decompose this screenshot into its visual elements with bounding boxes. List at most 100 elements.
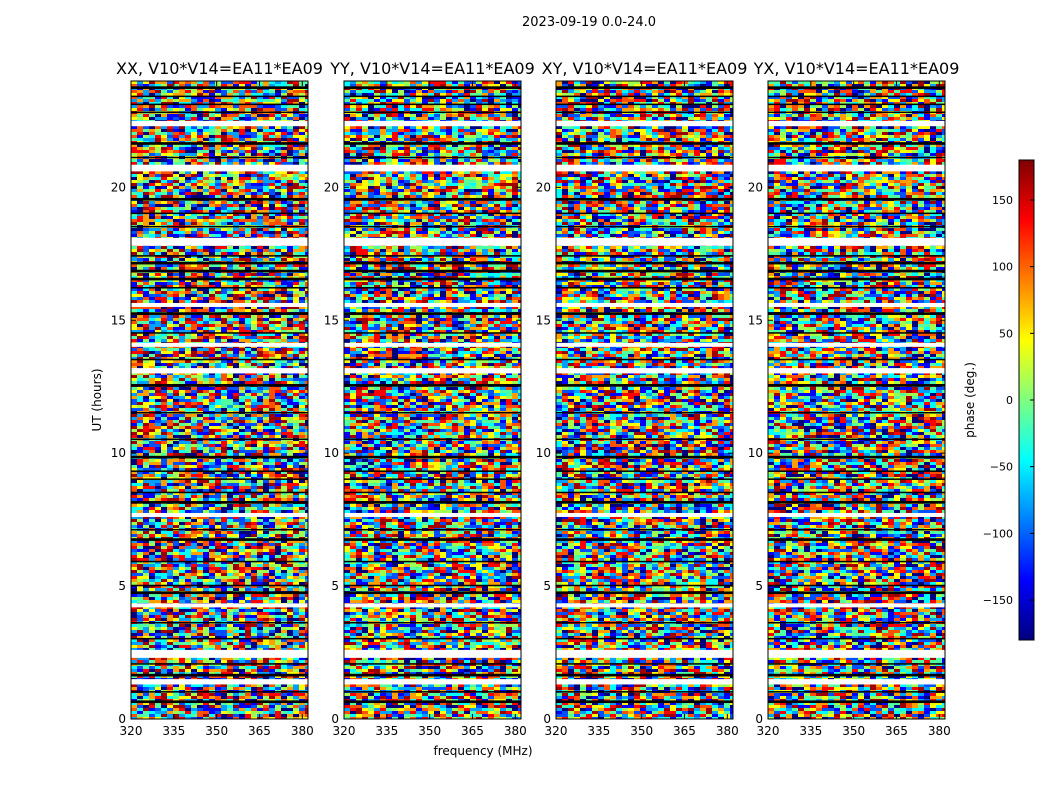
- flagged-row: [768, 103, 945, 106]
- x-tick-label: 320: [757, 724, 780, 738]
- blank-row: [768, 512, 945, 517]
- x-tick-label: 380: [716, 724, 739, 738]
- flagged-row: [131, 584, 308, 587]
- blank-row: [556, 237, 733, 246]
- flagged-row: [131, 332, 308, 334]
- flagged-row: [344, 538, 521, 541]
- flagged-row: [344, 528, 521, 531]
- flagged-row: [768, 358, 945, 361]
- flagged-row: [131, 591, 308, 595]
- blank-row: [768, 649, 945, 658]
- y-tick-label: 5: [118, 579, 126, 593]
- blank-row: [131, 164, 308, 172]
- blank-row: [131, 679, 308, 685]
- x-tick-label: 350: [418, 724, 441, 738]
- flagged-row: [344, 491, 521, 494]
- x-tick-label: 335: [587, 724, 610, 738]
- panel-xx: XX, V10*V14=EA11*EA09 320 335 350 365 380 0 5 10…: [111, 59, 323, 738]
- flagged-row: [556, 142, 733, 145]
- flagged-row: [344, 673, 521, 677]
- flagged-row: [556, 691, 733, 693]
- flagged-row: [556, 255, 733, 257]
- x-tick-label: 380: [928, 724, 951, 738]
- y-tick-label: 0: [118, 712, 126, 726]
- flagged-row: [556, 637, 733, 640]
- phase-noise-xy: [556, 81, 733, 719]
- colorbar-tick-label: 100: [992, 261, 1013, 274]
- flagged-row: [131, 663, 308, 665]
- flagged-row: [131, 142, 308, 145]
- y-axis-label: UT (hours): [90, 368, 104, 431]
- panel-title: XY, V10*V14=EA11*EA09: [542, 59, 748, 78]
- flagged-row: [131, 95, 308, 98]
- y-tick-label: 15: [748, 313, 763, 327]
- flagged-row: [768, 212, 945, 215]
- flagged-row: [768, 384, 945, 387]
- flagged-row: [556, 501, 733, 504]
- flagged-row: [344, 86, 521, 89]
- flagged-row: [556, 312, 733, 315]
- flagged-row: [131, 621, 308, 624]
- x-tick-label: 320: [120, 724, 143, 738]
- x-tick-label: 380: [504, 724, 527, 738]
- blank-row: [556, 512, 733, 517]
- flagged-row: [556, 332, 733, 334]
- blank-row: [768, 120, 945, 127]
- y-tick-label: 20: [111, 180, 126, 194]
- flagged-row: [131, 411, 308, 414]
- flagged-row: [768, 560, 945, 563]
- flagged-row: [556, 663, 733, 665]
- colorbar-tick-label: 150: [992, 194, 1013, 207]
- y-tick-label: 0: [331, 712, 339, 726]
- flagged-row: [768, 411, 945, 414]
- y-tick-label: 15: [536, 313, 551, 327]
- flagged-row: [344, 332, 521, 334]
- flagged-row: [556, 491, 733, 494]
- phase-noise-yx: [768, 81, 945, 719]
- figure-suptitle: 2023-09-19 0.0-24.0: [522, 15, 656, 30]
- flagged-row: [556, 212, 733, 215]
- blank-row: [768, 679, 945, 685]
- blank-row: [556, 649, 733, 658]
- flagged-row: [768, 538, 945, 541]
- x-tick-label: 365: [885, 724, 908, 738]
- y-tick-label: 15: [324, 313, 339, 327]
- phase-noise-yy: [344, 81, 521, 719]
- flagged-row: [344, 637, 521, 640]
- blank-row: [556, 164, 733, 172]
- x-tick-label: 335: [162, 724, 185, 738]
- colorbar-tick-label: −50: [990, 461, 1013, 474]
- flagged-row: [131, 212, 308, 215]
- flagged-row: [344, 470, 521, 472]
- flagged-row: [556, 560, 733, 563]
- blank-row: [344, 342, 521, 347]
- panel-xy: XY, V10*V14=EA11*EA09 320 335 350 365 380 0 5 10…: [536, 59, 748, 738]
- x-tick-label: 365: [673, 724, 696, 738]
- x-tick-label: 365: [248, 724, 271, 738]
- flagged-row: [556, 478, 733, 480]
- flagged-row: [131, 197, 308, 201]
- blank-row: [344, 237, 521, 246]
- flagged-row: [131, 312, 308, 315]
- flagged-row: [344, 501, 521, 504]
- flagged-row: [768, 156, 945, 159]
- blank-row: [344, 679, 521, 685]
- panel-title: YY, V10*V14=EA11*EA09: [329, 59, 535, 78]
- flagged-row: [344, 663, 521, 665]
- flagged-row: [556, 411, 733, 414]
- flagged-row: [344, 269, 521, 273]
- flagged-row: [768, 438, 945, 441]
- flagged-row: [344, 312, 521, 315]
- flagged-row: [768, 528, 945, 531]
- flagged-row: [556, 156, 733, 159]
- colorbar-tick-label: 50: [999, 327, 1013, 340]
- flagged-row: [768, 501, 945, 504]
- flagged-row: [344, 455, 521, 459]
- flagged-row: [131, 455, 308, 459]
- flagged-row: [768, 700, 945, 704]
- flagged-row: [131, 491, 308, 494]
- panels-group: XX, V10*V14=EA11*EA09 320 335 350 365 380 0 5 10…: [111, 59, 960, 738]
- blank-row: [556, 603, 733, 608]
- flagged-row: [556, 261, 733, 265]
- flagged-row: [344, 591, 521, 595]
